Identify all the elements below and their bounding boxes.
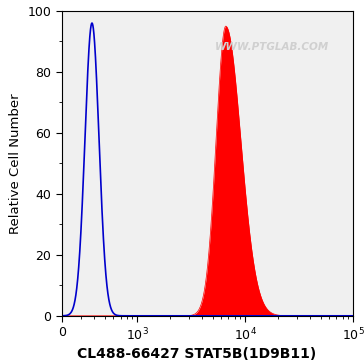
Text: WWW.PTGLAB.COM: WWW.PTGLAB.COM [214, 42, 329, 53]
Y-axis label: Relative Cell Number: Relative Cell Number [9, 93, 22, 234]
Text: CL488-66427 STAT5B(1D9B11): CL488-66427 STAT5B(1D9B11) [77, 347, 316, 361]
